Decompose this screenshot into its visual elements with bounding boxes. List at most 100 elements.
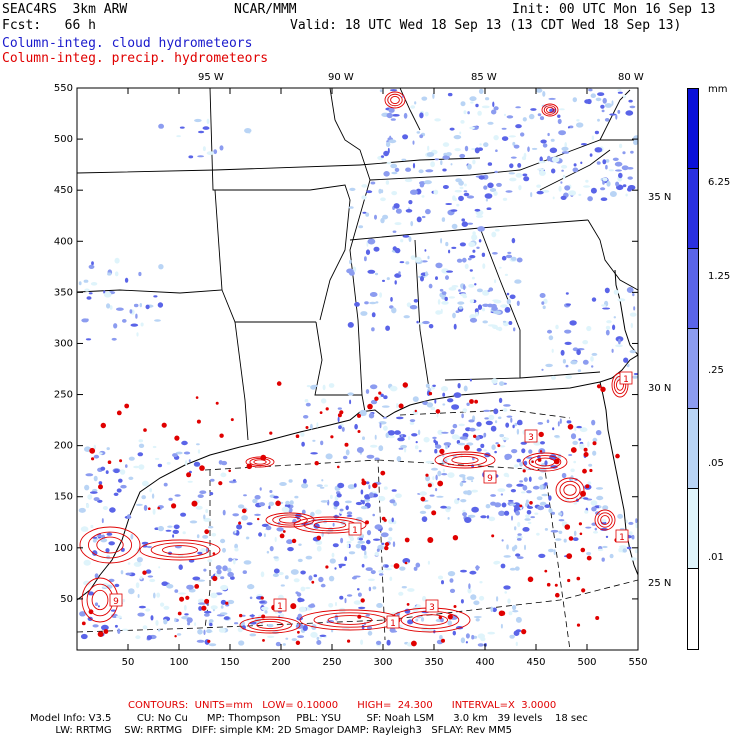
cloud-cell [495, 442, 499, 445]
cloud-cell [391, 517, 394, 523]
cloud-cell [390, 118, 396, 121]
cloud-cell [633, 306, 636, 311]
cloud-cell [522, 485, 528, 491]
contour-label: 1 [386, 615, 400, 629]
cloud-cell [441, 291, 447, 295]
cloud-cell [474, 147, 480, 154]
cloud-cell [415, 618, 419, 622]
cloud-cell [594, 147, 603, 153]
precip-dot [564, 524, 571, 530]
cloud-cell [373, 538, 381, 541]
cloud-cell [222, 547, 226, 553]
colorbar-label-1.25: 1.25 [708, 271, 731, 282]
cloud-cell [298, 606, 307, 613]
cloud-cell [394, 167, 400, 172]
precip-dot [441, 638, 445, 643]
cloud-cell [602, 505, 609, 511]
cloud-cell [497, 416, 502, 420]
cloud-cell [400, 444, 407, 449]
cloud-cell [501, 255, 507, 261]
cloud-cell [90, 491, 98, 494]
precip-dot [89, 447, 96, 454]
cloud-cell [459, 242, 466, 247]
precip-dot [212, 552, 216, 555]
precip-dot [325, 565, 329, 569]
precip-dot [261, 614, 266, 619]
cloud-cell [126, 514, 131, 519]
cloud-cell [617, 91, 623, 94]
cloud-cell [492, 101, 495, 108]
cloud-cell [463, 110, 467, 115]
cloud-cell [513, 630, 520, 636]
cloud-cell [460, 499, 467, 503]
cloud-cell [435, 444, 442, 449]
cloud-cell [468, 583, 471, 590]
cloud-cell [316, 545, 322, 552]
cloud-cell [564, 185, 571, 191]
cloud-cell [573, 502, 578, 505]
cloud-cell [383, 150, 389, 157]
cloud-cell [441, 217, 446, 222]
precip-dot [339, 410, 344, 415]
cloud-cell [526, 510, 532, 515]
cloud-cell [420, 617, 425, 622]
cloud-cell [568, 190, 577, 196]
precip-dot [269, 431, 273, 435]
precip-dot [186, 472, 192, 478]
cloud-cell [490, 606, 494, 613]
precip-contour [528, 455, 562, 469]
cloud-cell [493, 135, 499, 141]
cloud-cell [500, 493, 504, 496]
cloud-cell [530, 192, 533, 198]
cloud-cell [370, 399, 378, 405]
precip-dot [218, 481, 223, 486]
cloud-cell [425, 460, 434, 464]
precip-dot [201, 605, 207, 611]
precip-dot [411, 640, 417, 647]
cloud-cell [462, 257, 467, 263]
cloud-cell [528, 476, 532, 482]
cloud-cell [462, 408, 468, 413]
cloud-cell [507, 251, 512, 254]
cloud-cell [613, 316, 616, 319]
cloud-cell [531, 147, 538, 150]
cloud-cell [234, 547, 239, 552]
cloud-cell [138, 605, 146, 609]
cloud-cell [316, 484, 323, 487]
cloud-cell [362, 211, 367, 214]
cloud-cell [310, 452, 318, 455]
cloud-cell [193, 461, 201, 467]
cloud-cell [488, 516, 496, 522]
cloud-cell [128, 456, 135, 461]
cloud-cell [595, 97, 602, 102]
cloud-cell [365, 249, 371, 255]
x-tick-label: 400 [475, 657, 494, 668]
cloud-cell [509, 634, 515, 639]
cloud-cell [506, 292, 510, 296]
precip-dot [143, 428, 147, 432]
cloud-cell [400, 434, 403, 438]
cloud-cell [615, 114, 618, 120]
y-tick-label: 350 [54, 287, 73, 298]
cloud-cell [390, 297, 393, 302]
cloud-cell [91, 261, 94, 266]
cloud-cell [493, 408, 499, 415]
cloud-cell [604, 118, 610, 122]
precip-dot [91, 457, 95, 461]
precip-dot [414, 409, 417, 413]
cloud-cell [249, 583, 253, 589]
cloud-cell [121, 628, 129, 631]
cloud-cell [254, 513, 261, 517]
cloud-cell [98, 481, 103, 485]
cloud-cell [98, 452, 103, 455]
precip-dot [305, 426, 309, 429]
precip-contour [91, 589, 109, 611]
cloud-cell [142, 625, 148, 630]
cloud-cell [138, 443, 145, 448]
cloud-cell [86, 503, 90, 509]
cloud-cell [300, 432, 305, 437]
cloud-cell [421, 195, 425, 198]
precip-dot [474, 399, 478, 404]
cloud-cell [475, 565, 479, 571]
cloud-cell [626, 363, 630, 368]
